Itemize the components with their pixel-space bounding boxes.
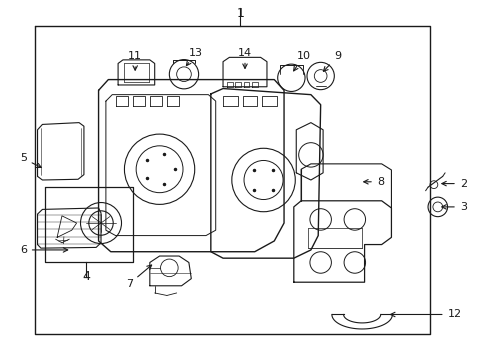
Text: 12: 12 [391,310,462,319]
Text: 1: 1 [236,7,244,20]
Text: 4: 4 [82,270,90,283]
Text: 6: 6 [20,245,68,255]
Text: 8: 8 [364,177,384,187]
Text: 9: 9 [323,51,342,71]
Text: 11: 11 [128,51,142,70]
Text: 7: 7 [125,265,151,289]
Text: 13: 13 [186,48,203,66]
Text: 5: 5 [20,153,41,167]
Text: 3: 3 [442,202,467,212]
Text: 10: 10 [294,51,311,71]
Text: 2: 2 [442,179,467,189]
Text: 14: 14 [238,48,252,68]
